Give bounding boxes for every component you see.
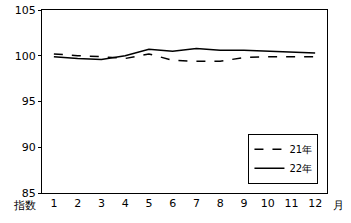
svg-text:5: 5 (145, 197, 152, 210)
svg-text:2: 2 (74, 197, 81, 210)
svg-text:85: 85 (22, 187, 36, 200)
svg-text:12: 12 (308, 197, 322, 210)
svg-text:指数: 指数 (13, 199, 36, 212)
svg-text:100: 100 (15, 50, 36, 63)
svg-text:1: 1 (50, 197, 57, 210)
svg-text:22年: 22年 (289, 163, 312, 174)
svg-text:8: 8 (217, 197, 224, 210)
svg-text:11: 11 (284, 197, 298, 210)
svg-text:95: 95 (22, 95, 36, 108)
svg-text:4: 4 (122, 197, 129, 210)
svg-text:月: 月 (333, 199, 344, 212)
svg-text:10: 10 (261, 197, 275, 210)
svg-text:7: 7 (193, 197, 200, 210)
svg-text:90: 90 (22, 141, 36, 154)
svg-text:6: 6 (169, 197, 176, 210)
svg-text:21年: 21年 (289, 144, 312, 155)
svg-text:105: 105 (15, 4, 36, 17)
svg-text:3: 3 (98, 197, 105, 210)
svg-text:9: 9 (240, 197, 247, 210)
